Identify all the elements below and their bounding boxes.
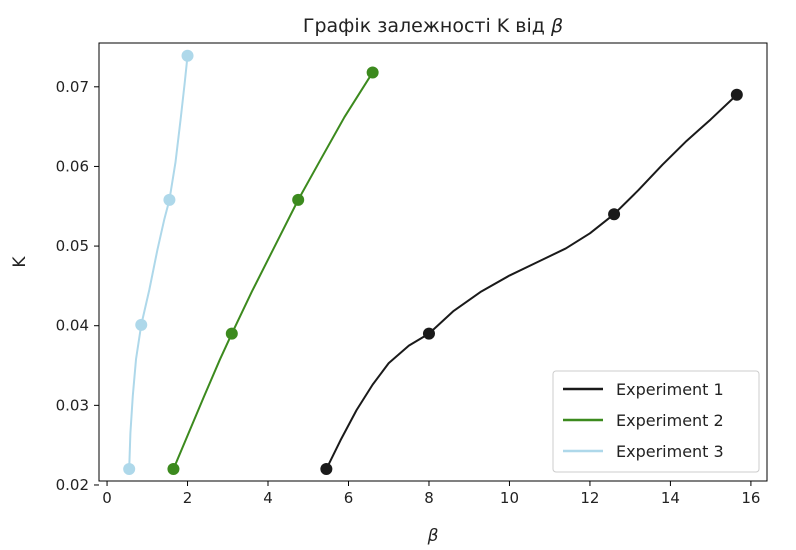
x-tick-label: 6 xyxy=(344,489,354,507)
x-tick-label: 0 xyxy=(102,489,112,507)
data-point xyxy=(163,193,176,206)
series-line xyxy=(128,55,189,470)
y-tick-label: 0.02 xyxy=(56,476,89,494)
x-tick-label: 10 xyxy=(500,489,519,507)
x-tick-label: 4 xyxy=(263,489,273,507)
legend-box xyxy=(552,370,760,473)
data-point xyxy=(366,66,379,79)
y-tick-label: 0.03 xyxy=(56,396,89,414)
x-tick-label: 12 xyxy=(580,489,599,507)
legend-entry: Experiment 2 xyxy=(563,411,724,430)
x-axis-label: β xyxy=(427,526,439,546)
data-point xyxy=(123,463,136,476)
plot-area xyxy=(98,42,768,482)
series-line xyxy=(172,71,374,470)
y-tick-label: 0.05 xyxy=(56,237,89,255)
data-point xyxy=(167,463,180,476)
legend-entry: Experiment 3 xyxy=(563,442,724,461)
series-2 xyxy=(167,66,379,476)
data-point xyxy=(730,88,743,101)
y-tick-label: 0.07 xyxy=(56,78,89,96)
x-tick-label: 2 xyxy=(183,489,193,507)
data-point xyxy=(225,327,238,340)
x-axis-ticks: 0 2 4 6 8 10 12 14 16 xyxy=(102,481,760,507)
series-line xyxy=(325,94,738,470)
y-tick-label: 0.06 xyxy=(56,157,89,175)
series-3 xyxy=(123,49,194,476)
data-point xyxy=(422,327,435,340)
x-tick-label: 14 xyxy=(661,489,680,507)
data-point xyxy=(181,49,194,62)
data-point xyxy=(292,193,305,206)
y-axis-label: K xyxy=(10,256,30,268)
legend-label: Experiment 1 xyxy=(616,380,724,399)
data-point xyxy=(135,318,148,331)
y-tick-label: 0.04 xyxy=(56,317,89,335)
x-tick-label: 8 xyxy=(424,489,434,507)
legend-label: Experiment 2 xyxy=(616,411,724,430)
series-1 xyxy=(320,88,743,476)
y-axis-ticks: 0.02 0.03 0.04 0.05 0.06 0.07 xyxy=(56,78,99,494)
data-point xyxy=(320,463,333,476)
chart-title: Графік залежності K від β xyxy=(303,15,563,37)
x-tick-label: 16 xyxy=(741,489,760,507)
legend: Experiment 1 Experiment 2 Experiment 3 xyxy=(552,370,760,473)
data-point xyxy=(608,208,621,221)
legend-label: Experiment 3 xyxy=(616,442,724,461)
legend-entry: Experiment 1 xyxy=(563,380,724,399)
series-group xyxy=(123,49,743,476)
